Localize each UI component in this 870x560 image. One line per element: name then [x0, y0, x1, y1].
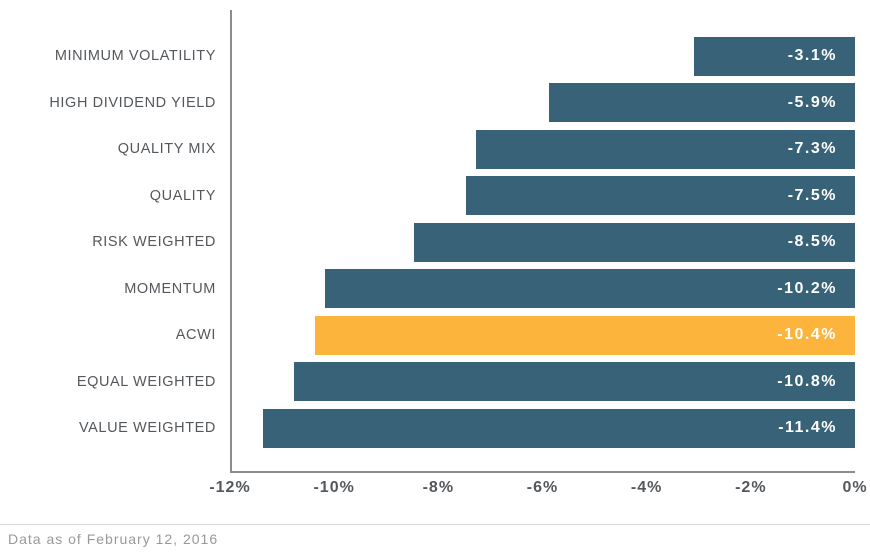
bar-row: -8.5%: [232, 219, 855, 266]
x-tick--10-: -10%: [313, 479, 355, 496]
x-axis-ticks: -12% -10% -8% -6% -4% -2% 0%: [209, 479, 866, 503]
x-tick--4-: -4%: [630, 479, 663, 496]
category-label-quality: QUALITY: [149, 187, 216, 204]
bar-quality: -7.5%: [465, 176, 855, 216]
bar-value-weighted: -11.4%: [263, 408, 855, 448]
category-label-equal-weighted: EQUAL WEIGHTED: [76, 373, 216, 390]
x-tick--12-: -12%: [209, 479, 251, 496]
bar-acwi: -10.4%: [315, 315, 855, 355]
bar-row: -11.4%: [232, 405, 855, 452]
bar-value-label: -10.8%: [777, 372, 837, 390]
bar-minimum-volatility: -3.1%: [694, 36, 855, 76]
category-labels: MINIMUM VOLATILITY HIGH DIVIDEND YIELD QUA…: [0, 10, 216, 473]
category-label-high-dividend-yield: HIGH DIVIDEND YIELD: [49, 94, 216, 111]
bar-value-label: -3.1%: [787, 47, 837, 65]
bar-value-label: -7.3%: [787, 140, 837, 158]
category-label-value-weighted: VALUE WEIGHTED: [78, 420, 216, 437]
footer-divider: [0, 524, 870, 525]
plot-area: -3.1% -5.9% -7.3% -7.5% -8.5% -10.2% -10.4% -10…: [230, 10, 855, 473]
bar-row: -10.2%: [232, 266, 855, 313]
bar-row: -7.5%: [232, 173, 855, 220]
bar-quality-mix: -7.3%: [476, 129, 855, 169]
bar-momentum: -10.2%: [325, 269, 855, 309]
category-label-minimum-volatility: MINIMUM VOLATILITY: [54, 48, 216, 65]
bar-row: -7.3%: [232, 126, 855, 173]
category-label-acwi: ACWI: [175, 327, 216, 344]
bar-value-label: -11.4%: [778, 419, 837, 437]
bar-value-label: -7.5%: [787, 186, 837, 204]
category-label-momentum: MOMENTUM: [124, 280, 216, 297]
bar-value-label: -10.4%: [777, 326, 837, 344]
x-tick--6-: -6%: [526, 479, 559, 496]
bar-risk-weighted: -8.5%: [413, 222, 855, 262]
x-tick--8-: -8%: [422, 479, 455, 496]
category-label-risk-weighted: RISK WEIGHTED: [92, 234, 216, 251]
x-tick--2-: -2%: [735, 479, 767, 496]
category-label-quality-mix: QUALITY MIX: [117, 141, 216, 158]
bar-value-label: -8.5%: [787, 233, 837, 251]
bar-row: -3.1%: [232, 33, 855, 80]
bar-high-dividend-yield: -5.9%: [548, 83, 855, 123]
bar-row: -5.9%: [232, 80, 855, 127]
bar-value-label: -10.2%: [777, 279, 837, 297]
bar-row: -10.4%: [232, 312, 855, 359]
footer-note: Data as of February 12, 2016: [8, 531, 219, 547]
bar-equal-weighted: -10.8%: [294, 362, 855, 402]
bar-value-label: -5.9%: [787, 93, 837, 111]
bar-row: -10.8%: [232, 359, 855, 406]
x-tick-0-: 0%: [842, 479, 868, 496]
